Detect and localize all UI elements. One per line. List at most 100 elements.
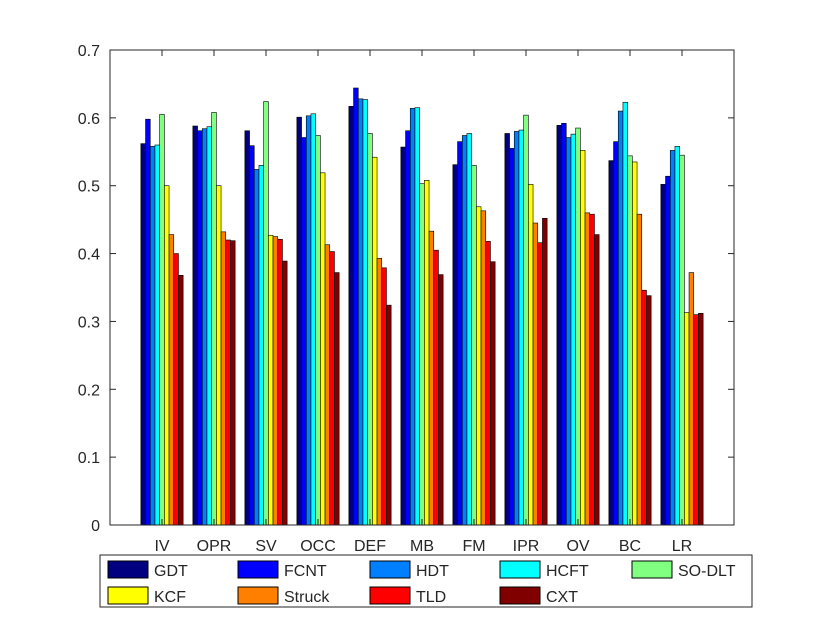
legend-swatch [631, 560, 673, 579]
y-tick-label: 0.4 [78, 247, 100, 264]
bar-mb-so-dlt [419, 183, 425, 526]
legend-swatch [499, 586, 541, 605]
bar-lr-struck [688, 272, 695, 526]
bar-occ-struck [324, 244, 331, 526]
bar-ipr-struck [532, 222, 539, 526]
x-tick-label: IV [154, 538, 169, 555]
x-tick-label: SV [255, 538, 277, 555]
legend-label: TLD [416, 589, 446, 606]
bar-ov-fcnt [561, 122, 567, 526]
bar-opr-cxt [230, 240, 236, 526]
bar-ipr-tld [537, 242, 543, 526]
bar-ipr-kcf [528, 184, 534, 526]
bar-bc-tld [641, 289, 647, 526]
bar-ipr-hdt [513, 131, 520, 526]
bar-ov-hcft [570, 133, 576, 526]
bar-opr-hcft [206, 126, 212, 526]
legend-swatch [369, 560, 411, 579]
bar-def-fcnt [353, 87, 359, 526]
bar-mb-gdt [400, 146, 406, 526]
bar-ov-tld [589, 213, 595, 526]
bar-occ-cxt [334, 272, 340, 526]
bar-opr-kcf [216, 185, 222, 526]
bar-mb-tld [433, 249, 439, 526]
legend-swatch [499, 560, 541, 579]
bar-lr-hcft [674, 146, 680, 526]
bar-def-struck [376, 258, 383, 526]
bar-fm-kcf [476, 206, 482, 526]
bar-fm-so-dlt [471, 165, 477, 526]
bar-sv-struck [272, 236, 279, 526]
bar-sv-gdt [244, 130, 250, 526]
bars-layer [140, 87, 704, 526]
legend-label: KCF [154, 589, 186, 606]
legend-swatch [369, 586, 411, 605]
bar-ov-cxt [594, 234, 600, 526]
x-tick-label: DEF [354, 538, 386, 555]
bar-occ-hdt [305, 115, 312, 526]
bar-lr-gdt [660, 184, 666, 526]
bar-ipr-so-dlt [523, 114, 529, 526]
y-tick-label: 0.6 [78, 111, 100, 128]
bar-bc-kcf [632, 161, 638, 526]
bar-lr-hdt [669, 150, 676, 526]
bar-ipr-gdt [504, 133, 510, 526]
bar-opr-fcnt [197, 130, 203, 526]
bar-iv-fcnt [145, 118, 151, 526]
bar-sv-cxt [282, 260, 288, 526]
bar-iv-hdt [149, 146, 156, 526]
legend-label: GDT [154, 563, 188, 580]
bar-occ-hcft [310, 113, 316, 526]
legend-label: CXT [546, 589, 578, 606]
bar-bc-hcft [622, 101, 628, 526]
bar-lr-so-dlt [679, 154, 685, 526]
x-tick-label: MB [410, 538, 434, 555]
bar-occ-so-dlt [315, 135, 321, 526]
bar-def-gdt [348, 106, 354, 526]
bar-iv-struck [168, 234, 175, 526]
bar-sv-tld [277, 239, 283, 526]
bar-lr-fcnt [665, 175, 671, 526]
bar-opr-hdt [201, 128, 208, 526]
bar-lr-kcf [684, 312, 690, 526]
legend-label: SO-DLT [678, 563, 736, 580]
bar-opr-so-dlt [211, 112, 217, 526]
legend-label: HDT [416, 563, 449, 580]
bar-fm-cxt [490, 261, 496, 526]
legend: GDT FCNT HDT HCFT SO-DLT KCF Struck TLD CXT [99, 554, 753, 608]
bar-ipr-hcft [518, 129, 524, 526]
legend-item-hdt: HDT [369, 560, 449, 580]
y-tick-label: 0.2 [78, 382, 100, 399]
legend-label: FCNT [284, 563, 327, 580]
bar-occ-kcf [320, 172, 326, 526]
bar-mb-struck [428, 230, 435, 526]
bar-fm-hcft [466, 133, 472, 526]
bar-sv-kcf [268, 234, 274, 526]
bar-sv-hdt [253, 169, 260, 526]
x-tick-label: LR [672, 538, 692, 555]
legend-swatch [237, 560, 279, 579]
legend-item-cxt: CXT [499, 586, 578, 606]
bar-def-hcft [362, 99, 368, 526]
legend-item-fcnt: FCNT [237, 560, 327, 580]
legend-swatch [237, 586, 279, 605]
legend-item-struck: Struck [237, 586, 330, 606]
legend-swatch [107, 586, 149, 605]
bar-mb-cxt [438, 274, 444, 526]
bar-occ-fcnt [301, 137, 307, 526]
bar-bc-cxt [646, 295, 652, 526]
bar-lr-tld [693, 314, 699, 526]
bar-def-kcf [372, 156, 378, 526]
bar-bc-hdt [617, 110, 624, 526]
bar-opr-gdt [192, 125, 198, 526]
y-tick-label: 0.1 [78, 450, 100, 467]
bar-bc-gdt [608, 160, 614, 526]
bar-bc-so-dlt [627, 155, 633, 526]
axis-layer: IV OPR SV OCC DEF MB FM IPR OV BC LR 0 0.1 0.2 0.3 0.4 0… [78, 43, 734, 555]
bar-ipr-cxt [542, 217, 548, 526]
bar-fm-hdt [461, 135, 468, 526]
bar-def-cxt [386, 304, 392, 526]
bar-iv-cxt [178, 274, 184, 526]
legend-swatch [107, 560, 149, 579]
